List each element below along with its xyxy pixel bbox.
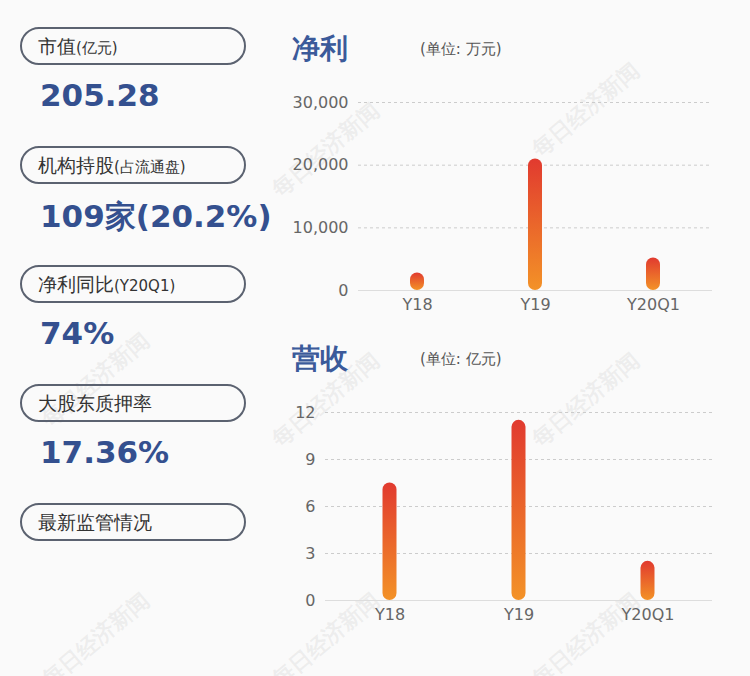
svg-text:Y20Q1: Y20Q1 [621, 605, 675, 624]
svg-text:Y18: Y18 [401, 295, 432, 314]
svg-text:0: 0 [305, 591, 315, 610]
svg-text:Y19: Y19 [503, 605, 534, 624]
svg-text:30,000: 30,000 [293, 93, 349, 112]
svg-text:3: 3 [305, 544, 315, 563]
svg-text:12: 12 [295, 403, 315, 422]
svg-text:20,000: 20,000 [293, 155, 349, 174]
svg-text:Y19: Y19 [519, 295, 550, 314]
svg-text:0: 0 [338, 281, 348, 300]
svg-text:10,000: 10,000 [293, 218, 349, 237]
svg-text:9: 9 [305, 450, 315, 469]
svg-text:Y20Q1: Y20Q1 [626, 295, 680, 314]
svg-text:6: 6 [305, 497, 315, 516]
svg-text:Y18: Y18 [374, 605, 405, 624]
